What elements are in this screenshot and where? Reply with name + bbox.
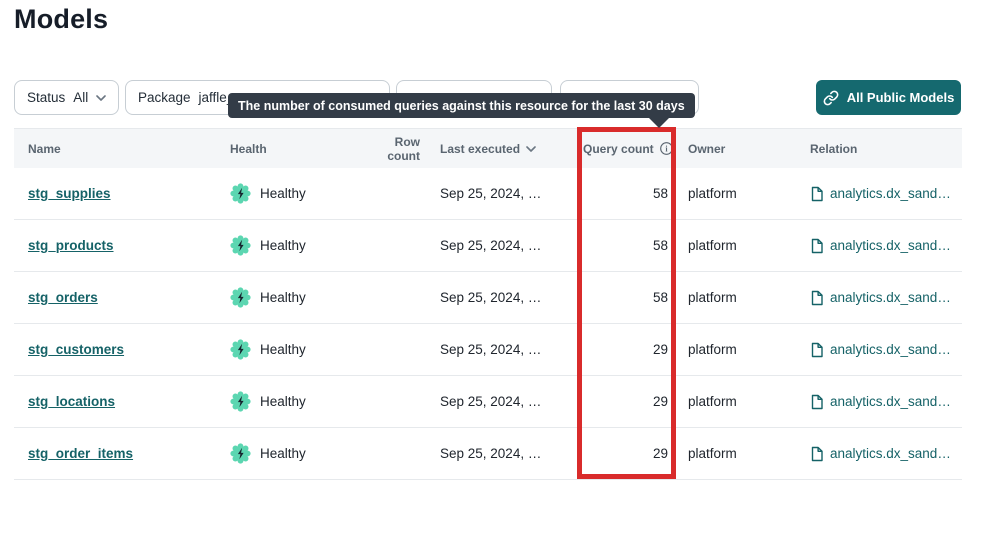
model-name-link[interactable]: stg_locations xyxy=(28,394,116,409)
sort-chevron-down-icon xyxy=(526,145,536,152)
health-label: Healthy xyxy=(260,238,306,253)
column-header-last-executed[interactable]: Last executed xyxy=(420,142,578,156)
last-executed-cell: Sep 25, 2024, … xyxy=(440,342,542,357)
owner-cell: platform xyxy=(688,342,737,357)
owner-cell: platform xyxy=(688,290,737,305)
relation-link[interactable]: analytics.dx_sand… xyxy=(810,446,962,462)
file-icon xyxy=(810,394,824,410)
column-header-row-count: Row count xyxy=(387,134,420,163)
column-header-health: Health xyxy=(230,141,267,156)
relation-text: analytics.dx_sand… xyxy=(830,342,951,357)
table-header-row: Name Health Row count Last executed Quer… xyxy=(14,128,962,168)
query-count-cell: 29 xyxy=(652,342,668,357)
last-executed-cell: Sep 25, 2024, … xyxy=(440,290,542,305)
file-icon xyxy=(810,446,824,462)
relation-text: analytics.dx_sand… xyxy=(830,186,951,201)
table-row: stg_orders Healthy Sep 25, 2024, … 58 pl… xyxy=(14,272,962,324)
file-icon xyxy=(810,342,824,358)
last-executed-cell: Sep 25, 2024, … xyxy=(440,186,542,201)
all-public-models-button[interactable]: All Public Models xyxy=(816,80,961,115)
tooltip-text: The number of consumed queries against t… xyxy=(238,98,685,113)
svg-text:i: i xyxy=(665,144,668,153)
link-icon xyxy=(823,90,839,106)
relation-text: analytics.dx_sand… xyxy=(830,394,951,409)
owner-cell: platform xyxy=(688,446,737,461)
query-count-cell: 29 xyxy=(652,394,668,409)
models-table: Name Health Row count Last executed Quer… xyxy=(14,128,962,480)
relation-link[interactable]: analytics.dx_sand… xyxy=(810,394,962,410)
healthy-badge-icon xyxy=(230,235,251,256)
model-name-link[interactable]: stg_orders xyxy=(28,290,98,305)
table-row: stg_locations Healthy Sep 25, 2024, … 29… xyxy=(14,376,962,428)
last-executed-cell: Sep 25, 2024, … xyxy=(440,446,542,461)
column-header-owner: Owner xyxy=(688,141,726,156)
relation-link[interactable]: analytics.dx_sand… xyxy=(810,186,962,202)
column-header-relation: Relation xyxy=(810,141,858,156)
health-cell: Healthy xyxy=(230,339,360,360)
page-title: Models xyxy=(14,4,109,34)
health-cell: Healthy xyxy=(230,287,360,308)
model-name-link[interactable]: stg_order_items xyxy=(28,446,134,461)
status-filter-value: All xyxy=(73,90,89,105)
model-name-link[interactable]: stg_customers xyxy=(28,342,125,357)
model-name-link[interactable]: stg_supplies xyxy=(28,186,111,201)
file-icon xyxy=(810,290,824,306)
healthy-badge-icon xyxy=(230,391,251,412)
health-label: Healthy xyxy=(260,290,306,305)
relation-link[interactable]: analytics.dx_sand… xyxy=(810,342,962,358)
query-count-cell: 58 xyxy=(652,290,668,305)
table-row: stg_order_items Healthy Sep 25, 2024, … … xyxy=(14,428,962,480)
query-count-cell: 29 xyxy=(652,446,668,461)
health-label: Healthy xyxy=(260,446,306,461)
tooltip-arrow xyxy=(648,117,670,128)
relation-text: analytics.dx_sand… xyxy=(830,290,951,305)
info-icon[interactable]: i xyxy=(659,141,674,156)
last-executed-cell: Sep 25, 2024, … xyxy=(440,238,542,253)
file-icon xyxy=(810,238,824,254)
owner-cell: platform xyxy=(688,394,737,409)
status-filter-dropdown[interactable]: Status All xyxy=(14,80,119,115)
all-public-models-label: All Public Models xyxy=(846,90,955,105)
chevron-down-icon xyxy=(96,94,107,101)
relation-link[interactable]: analytics.dx_sand… xyxy=(810,238,962,254)
healthy-badge-icon xyxy=(230,183,251,204)
health-cell: Healthy xyxy=(230,391,360,412)
healthy-badge-icon xyxy=(230,443,251,464)
query-count-tooltip: The number of consumed queries against t… xyxy=(228,93,695,118)
owner-cell: platform xyxy=(688,186,737,201)
relation-text: analytics.dx_sand… xyxy=(830,446,951,461)
healthy-badge-icon xyxy=(230,339,251,360)
health-label: Healthy xyxy=(260,394,306,409)
health-label: Healthy xyxy=(260,186,306,201)
owner-cell: platform xyxy=(688,238,737,253)
column-header-query-count: Query count i xyxy=(578,141,678,156)
column-header-name: Name xyxy=(28,141,61,156)
table-row: stg_products Healthy Sep 25, 2024, … 58 … xyxy=(14,220,962,272)
table-row: stg_customers Healthy Sep 25, 2024, … 29… xyxy=(14,324,962,376)
last-executed-cell: Sep 25, 2024, … xyxy=(440,394,542,409)
relation-link[interactable]: analytics.dx_sand… xyxy=(810,290,962,306)
health-cell: Healthy xyxy=(230,183,360,204)
package-filter-label: Package xyxy=(138,90,191,105)
query-count-cell: 58 xyxy=(652,238,668,253)
health-cell: Healthy xyxy=(230,235,360,256)
table-row: stg_supplies Healthy Sep 25, 2024, … 58 … xyxy=(14,168,962,220)
health-label: Healthy xyxy=(260,342,306,357)
status-filter-label: Status xyxy=(27,90,66,105)
model-name-link[interactable]: stg_products xyxy=(28,238,114,253)
health-cell: Healthy xyxy=(230,443,360,464)
relation-text: analytics.dx_sand… xyxy=(830,238,951,253)
file-icon xyxy=(810,186,824,202)
package-filter-value: jaffle_ xyxy=(198,90,235,105)
healthy-badge-icon xyxy=(230,287,251,308)
query-count-cell: 58 xyxy=(652,186,668,201)
